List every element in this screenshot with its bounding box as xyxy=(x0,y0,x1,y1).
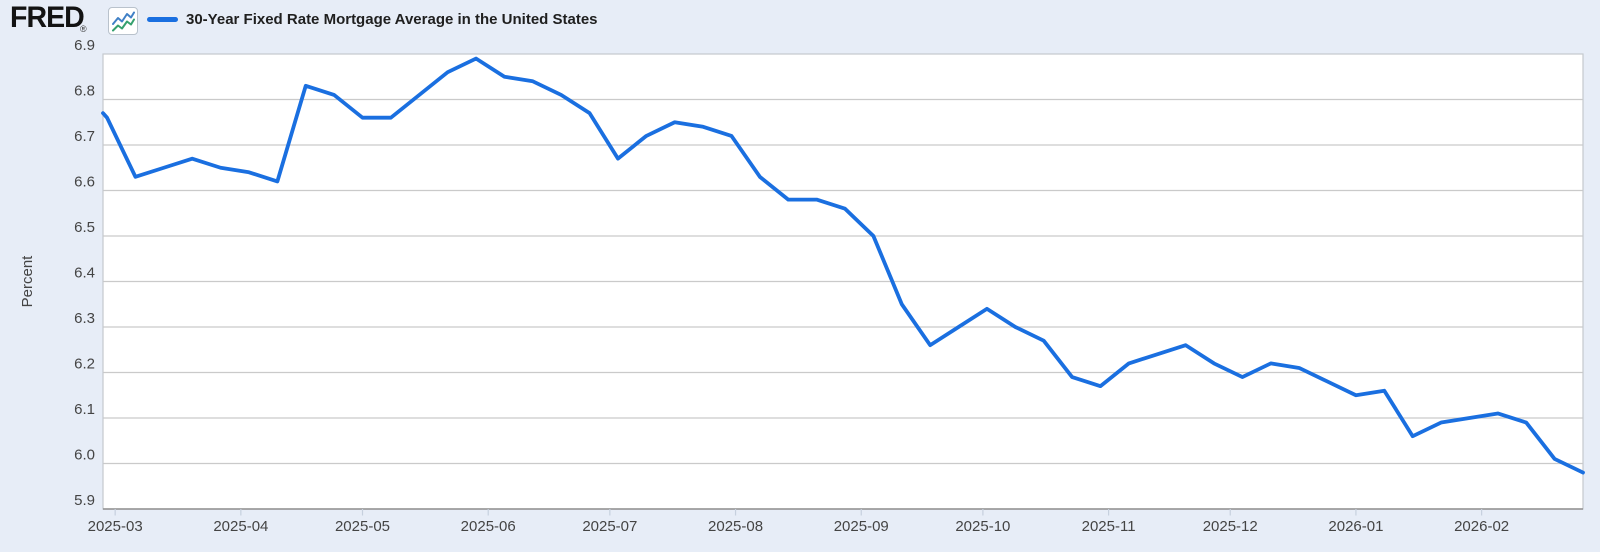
y-axis-label: 6.4 xyxy=(74,265,95,282)
fred-sparkline-icon[interactable] xyxy=(108,7,138,35)
series-line[interactable] xyxy=(101,56,1585,475)
series-legend-label[interactable]: 30-Year Fixed Rate Mortgage Average in t… xyxy=(186,11,598,28)
y-axis-label: 6.1 xyxy=(74,401,95,418)
y-axis-label: 6.3 xyxy=(74,310,95,327)
registered-trademark: ® xyxy=(80,24,87,34)
y-axis-label: 6.7 xyxy=(74,128,95,145)
x-axis-label: 2025-05 xyxy=(335,518,390,535)
x-axis-label: 2025-12 xyxy=(1203,518,1258,535)
x-axis-label: 2026-02 xyxy=(1454,518,1509,535)
y-axis-label: 5.9 xyxy=(74,492,95,509)
x-axis-label: 2025-08 xyxy=(708,518,763,535)
x-axis-label: 2025-11 xyxy=(1082,518,1136,535)
y-axis-label: 6.8 xyxy=(74,83,95,100)
x-axis-label: 2025-04 xyxy=(213,518,268,535)
y-axis-label: 6.2 xyxy=(74,356,95,373)
header: FRED ® 30-Year Fixed Rate Mortgage Avera… xyxy=(0,0,1600,42)
x-axis-label: 2025-10 xyxy=(955,518,1010,535)
y-axis-label: 6.6 xyxy=(74,174,95,191)
fred-logo[interactable]: FRED xyxy=(10,1,85,34)
y-axis-title: Percent xyxy=(19,255,36,308)
sparkline-icon-graphic xyxy=(112,11,135,32)
y-axis-label: 6.5 xyxy=(74,219,95,236)
x-axis-label: 2025-07 xyxy=(582,518,637,535)
x-axis-label: 2025-09 xyxy=(834,518,889,535)
x-axis-label: 2025-06 xyxy=(461,518,516,535)
y-axis-label: 6.0 xyxy=(74,447,95,464)
legend-line-marker xyxy=(147,17,178,22)
x-axis-label: 2025-03 xyxy=(88,518,143,535)
y-axis-label: 6.9 xyxy=(74,37,95,54)
x-axis-label: 2026-01 xyxy=(1328,518,1383,535)
